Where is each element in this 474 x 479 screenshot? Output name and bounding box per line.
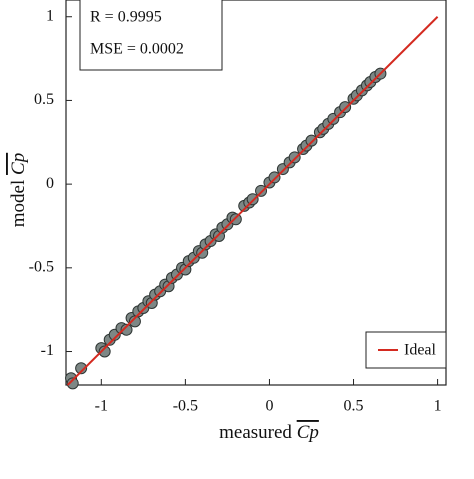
point [339,101,352,114]
x-axis-label: measured Cp [219,422,319,443]
point [255,184,268,197]
x-tick-label: -0.5 [173,398,198,415]
plot-frame [65,0,447,386]
point [66,377,79,390]
point [229,213,242,226]
plot-area [65,16,439,390]
y-tick-label: -1 [41,342,54,359]
point [98,345,111,358]
y-axis-label: model Cp [8,153,29,227]
x-tick-label: -1 [95,398,108,415]
ideal-line [66,16,439,386]
legend-label: Ideal [404,342,437,359]
point [246,193,259,206]
stats-box [79,0,223,71]
x-tick-label: 1 [434,398,442,415]
y-tick-label: 1 [46,7,54,24]
stat-text: R = 0.9995 [90,9,162,26]
y-tick-label: 0 [46,175,54,192]
y-tick-label: -0.5 [29,258,54,275]
point [305,134,318,147]
x-label-text: measured [219,422,292,443]
point [75,362,88,375]
x-tick-label: 0.5 [344,398,364,415]
point [120,323,133,336]
point [268,171,281,184]
y-label-text: model [8,180,29,228]
point [288,151,301,164]
x-label-symbol: Cp [297,422,319,443]
stat-text: MSE = 0.0002 [90,41,184,58]
y-label-symbol: Cp [8,153,29,175]
x-tick-label: 0 [265,398,273,415]
y-tick-label: 0.5 [34,91,54,108]
